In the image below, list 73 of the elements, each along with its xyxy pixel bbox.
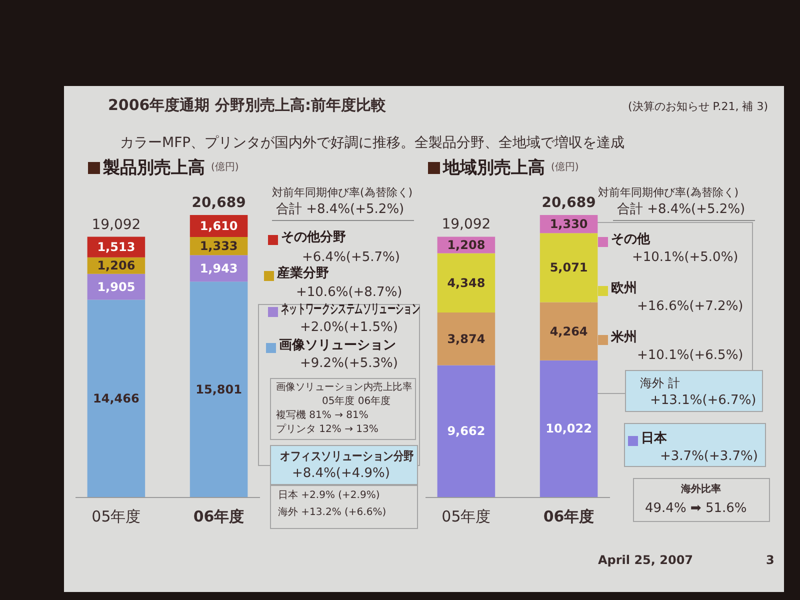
- text: 合計 +8.4%(+5.2%): [617, 202, 746, 218]
- text: +10.6%(+8.7%): [296, 285, 402, 301]
- total-label: 19,092: [442, 216, 491, 233]
- bar: [437, 365, 496, 497]
- text: +13.1%(+6.7%): [650, 393, 756, 409]
- legend-label: 画像ソリューション: [279, 338, 396, 354]
- y-axis-title: (億円): [551, 162, 579, 174]
- data-label: 9,662: [447, 424, 486, 438]
- text: +3.7%(+3.7%): [660, 449, 758, 465]
- legend-label: 産業分野: [277, 266, 329, 282]
- text: 海外比率: [681, 484, 721, 496]
- text: +16.6%(+7.2%): [637, 299, 744, 315]
- data-label: 3,874: [447, 332, 486, 346]
- text: プリンタ 12% → 13%: [276, 424, 378, 436]
- text: +10.1%(+6.5%): [637, 348, 744, 364]
- x-tick-label: 05年度: [92, 508, 141, 526]
- chart-title: 地域別売上高: [443, 158, 545, 178]
- y-axis-title: (億円): [211, 162, 239, 174]
- data-label: 4,348: [447, 276, 486, 290]
- text: 海外 +13.2% (+6.6%): [278, 507, 386, 519]
- legend-label: 日本: [641, 431, 667, 447]
- legend-label: ネットワークシステムソリューション: [281, 302, 420, 318]
- text: 対前年同期伸び率(為替除く): [272, 186, 413, 200]
- data-label: 1,206: [97, 258, 136, 273]
- text: 対前年同期伸び率(為替除く): [598, 186, 739, 200]
- text: (決算のお知らせ P.21, 補 3): [628, 100, 768, 114]
- text: オフィスソリューション分野: [280, 449, 414, 464]
- legend-label: その他: [611, 232, 650, 248]
- bar: [437, 253, 496, 312]
- total-label: 19,092: [92, 216, 141, 233]
- data-label: 1,208: [447, 238, 486, 252]
- text: 海外 計: [640, 376, 680, 390]
- data-label: 4,264: [550, 324, 588, 338]
- bar: [190, 282, 248, 497]
- x-tick-label: 06年度: [193, 508, 244, 526]
- text: +2.0%(+1.5%): [300, 320, 398, 336]
- data-label: 14,466: [93, 391, 140, 406]
- text: 05年度 06年度: [322, 396, 391, 408]
- bar: [437, 312, 496, 366]
- legend-label: 米州: [611, 330, 637, 346]
- text: 合計 +8.4%(+5.2%): [276, 202, 404, 218]
- chart-title: 製品別売上高: [103, 158, 205, 178]
- data-label: 1,610: [200, 218, 238, 233]
- data-label: 1,943: [200, 261, 238, 276]
- x-tick-label: 05年度: [442, 508, 491, 526]
- text: 49.4% ➡ 51.6%: [645, 501, 747, 517]
- legend-label: その他分野: [281, 230, 346, 246]
- data-label: 5,071: [550, 260, 588, 275]
- data-label: 1,333: [200, 239, 238, 254]
- text: +6.4%(+5.7%): [302, 250, 400, 266]
- data-label: 15,801: [196, 382, 242, 396]
- text: カラーMFP、プリンタが国内外で好調に推移。全製品分野、全地域で増収を達成: [120, 135, 625, 152]
- data-label: 1,513: [97, 240, 136, 254]
- bar: [87, 300, 146, 497]
- text: +9.2%(+5.3%): [300, 356, 398, 372]
- text: +8.4%(+4.9%): [292, 466, 390, 482]
- text: 複写機 81% → 81%: [276, 410, 368, 422]
- x-tick-label: 06年度: [543, 508, 594, 526]
- data-label: 1,905: [97, 280, 136, 294]
- bar: [540, 360, 598, 497]
- text: 2006年度通期 分野別売上高:前年度比較: [108, 96, 386, 114]
- total-label: 20,689: [192, 195, 246, 211]
- legend-label: 欧州: [611, 281, 637, 297]
- text: 画像ソリューション内売上比率: [276, 382, 412, 394]
- bar: [540, 302, 598, 360]
- text: April 25, 2007: [598, 553, 694, 568]
- text: 日本 +2.9% (+2.9%): [278, 490, 380, 502]
- text: 3: [766, 553, 774, 568]
- text: +10.1%(+5.0%): [632, 250, 738, 266]
- data-label: 10,022: [546, 422, 592, 436]
- data-label: 1,330: [550, 217, 588, 232]
- total-label: 20,689: [542, 195, 596, 211]
- bar: [540, 233, 598, 302]
